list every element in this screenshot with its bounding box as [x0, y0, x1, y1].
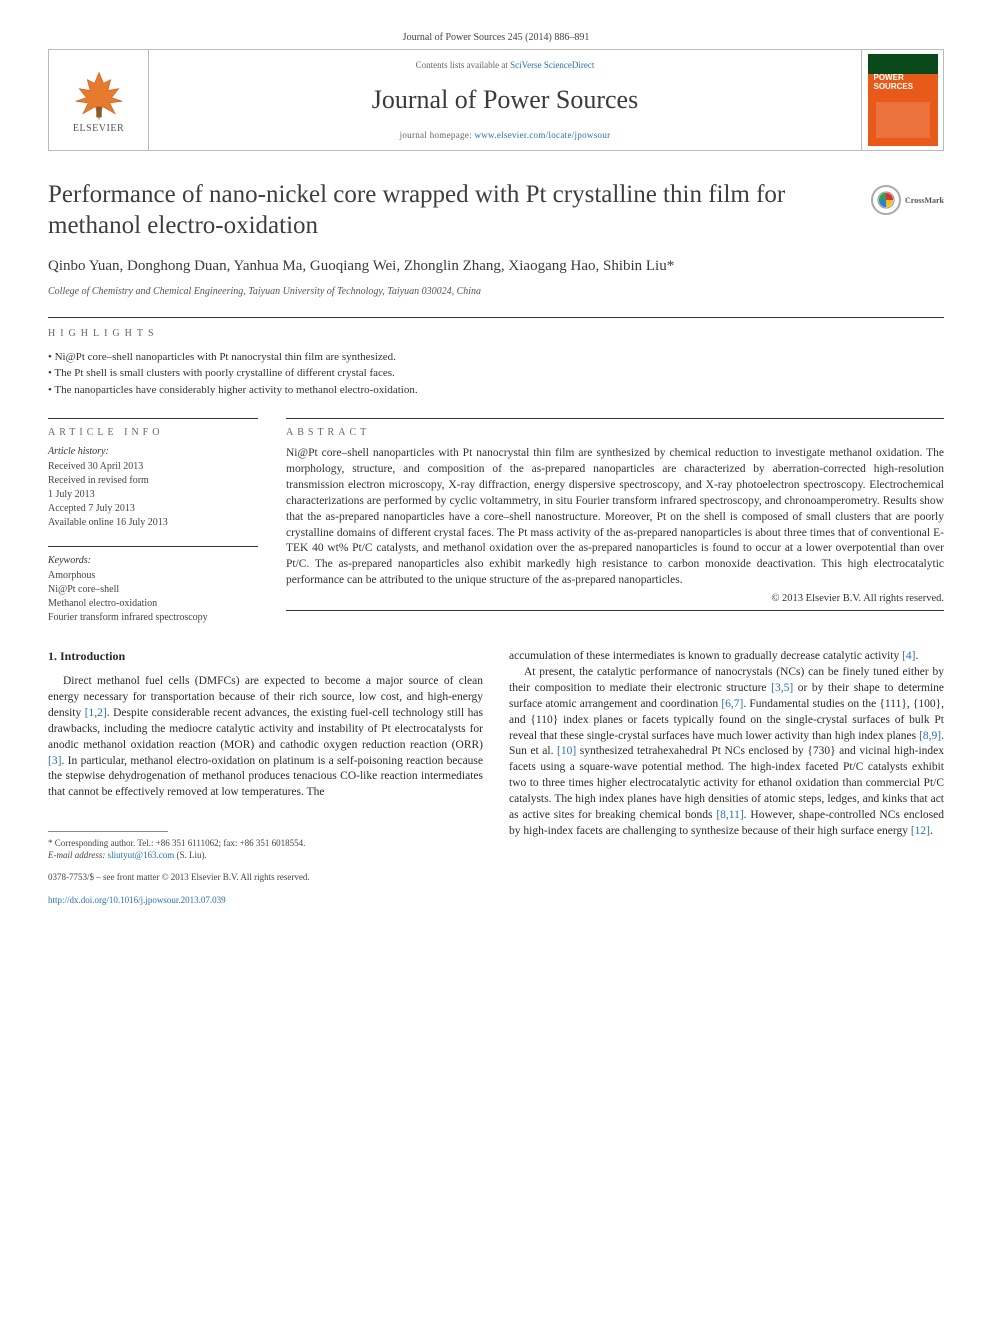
- article-info-label: ARTICLE INFO: [48, 427, 258, 438]
- text-run: .: [916, 650, 919, 662]
- history-heading: Article history:: [48, 446, 258, 457]
- text-run: . Despite considerable recent advances, …: [48, 707, 483, 751]
- highlights-rule: [48, 317, 944, 318]
- highlights-list: Ni@Pt core–shell nanoparticles with Pt n…: [48, 349, 944, 399]
- abstract-label: ABSTRACT: [286, 427, 944, 438]
- article-history: Received 30 April 2013 Received in revis…: [48, 460, 258, 530]
- highlights-label: HIGHLIGHTS: [48, 328, 944, 339]
- copyright-line: © 2013 Elsevier B.V. All rights reserved…: [286, 593, 944, 604]
- corresponding-author-footnote: * Corresponding author. Tel.: +86 351 61…: [48, 837, 483, 849]
- highlight-item: The nanoparticles have considerably high…: [48, 382, 944, 399]
- page-reference: Journal of Power Sources 245 (2014) 886–…: [48, 32, 944, 43]
- citation-link[interactable]: [8,11]: [716, 809, 743, 821]
- intro-paragraph-1: Direct methanol fuel cells (DMFCs) are e…: [48, 674, 483, 801]
- citation-link[interactable]: [1,2]: [85, 707, 107, 719]
- email-who: (S. Liu).: [174, 850, 207, 860]
- footnote-rule: [48, 831, 168, 832]
- highlight-item: The Pt shell is small clusters with poor…: [48, 365, 944, 382]
- email-label: E-mail address:: [48, 850, 108, 860]
- citation-link[interactable]: [4]: [902, 650, 915, 662]
- citation-link[interactable]: [8,9]: [919, 730, 941, 742]
- crossmark-badge[interactable]: CrossMark: [871, 185, 944, 215]
- email-link[interactable]: sliutyut@163.com: [108, 850, 175, 860]
- abstract-text: Ni@Pt core–shell nanoparticles with Pt n…: [286, 446, 944, 589]
- journal-cover-cell: [861, 50, 943, 150]
- affiliation: College of Chemistry and Chemical Engine…: [48, 286, 944, 297]
- keywords-list: Amorphous Ni@Pt core–shell Methanol elec…: [48, 569, 258, 625]
- elsevier-logo-cell: ELSEVIER: [49, 50, 149, 150]
- body-column-right: accumulation of these intermediates is k…: [509, 649, 944, 905]
- intro-paragraph-2: At present, the catalytic performance of…: [509, 665, 944, 839]
- journal-title: Journal of Power Sources: [161, 85, 849, 115]
- contents-prefix: Contents lists available at: [416, 60, 510, 70]
- citation-link[interactable]: [6,7]: [721, 698, 743, 710]
- doi-link[interactable]: http://dx.doi.org/10.1016/j.jpowsour.201…: [48, 895, 226, 905]
- citation-link[interactable]: [3,5]: [771, 682, 793, 694]
- article-title: Performance of nano-nickel core wrapped …: [48, 179, 855, 242]
- issn-line: 0378-7753/$ – see front matter © 2013 El…: [48, 871, 483, 883]
- journal-header: ELSEVIER Contents lists available at Sci…: [48, 49, 944, 151]
- text-run: accumulation of these intermediates is k…: [509, 650, 902, 662]
- abstract-bottom-rule: [286, 610, 944, 611]
- journal-cover-thumbnail: [868, 54, 938, 146]
- homepage-line: journal homepage: www.elsevier.com/locat…: [161, 130, 849, 140]
- author-list: Qinbo Yuan, Donghong Duan, Yanhua Ma, Gu…: [48, 256, 944, 276]
- text-run: .: [930, 825, 933, 837]
- article-info-block: ARTICLE INFO Article history: Received 3…: [48, 418, 258, 530]
- crossmark-label: CrossMark: [905, 196, 944, 205]
- text-run: . In particular, methanol electro-oxidat…: [48, 755, 483, 799]
- homepage-prefix: journal homepage:: [400, 130, 475, 140]
- citation-link[interactable]: [10]: [557, 745, 576, 757]
- sciencedirect-link[interactable]: SciVerse ScienceDirect: [510, 60, 594, 70]
- body-column-left: 1. Introduction Direct methanol fuel cel…: [48, 649, 483, 905]
- highlight-item: Ni@Pt core–shell nanoparticles with Pt n…: [48, 349, 944, 366]
- contents-list-line: Contents lists available at SciVerse Sci…: [161, 60, 849, 70]
- email-footnote: E-mail address: sliutyut@163.com (S. Liu…: [48, 849, 483, 861]
- keywords-heading: Keywords:: [48, 555, 258, 566]
- citation-link[interactable]: [12]: [911, 825, 930, 837]
- crossmark-icon: [877, 191, 895, 209]
- introduction-heading: 1. Introduction: [48, 649, 483, 664]
- elsevier-wordmark: ELSEVIER: [73, 123, 124, 134]
- citation-link[interactable]: [3]: [48, 755, 61, 767]
- homepage-link[interactable]: www.elsevier.com/locate/jpowsour: [474, 130, 610, 140]
- elsevier-tree-icon: [72, 67, 126, 121]
- keywords-block: Keywords: Amorphous Ni@Pt core–shell Met…: [48, 546, 258, 625]
- intro-paragraph-1-cont: accumulation of these intermediates is k…: [509, 649, 944, 665]
